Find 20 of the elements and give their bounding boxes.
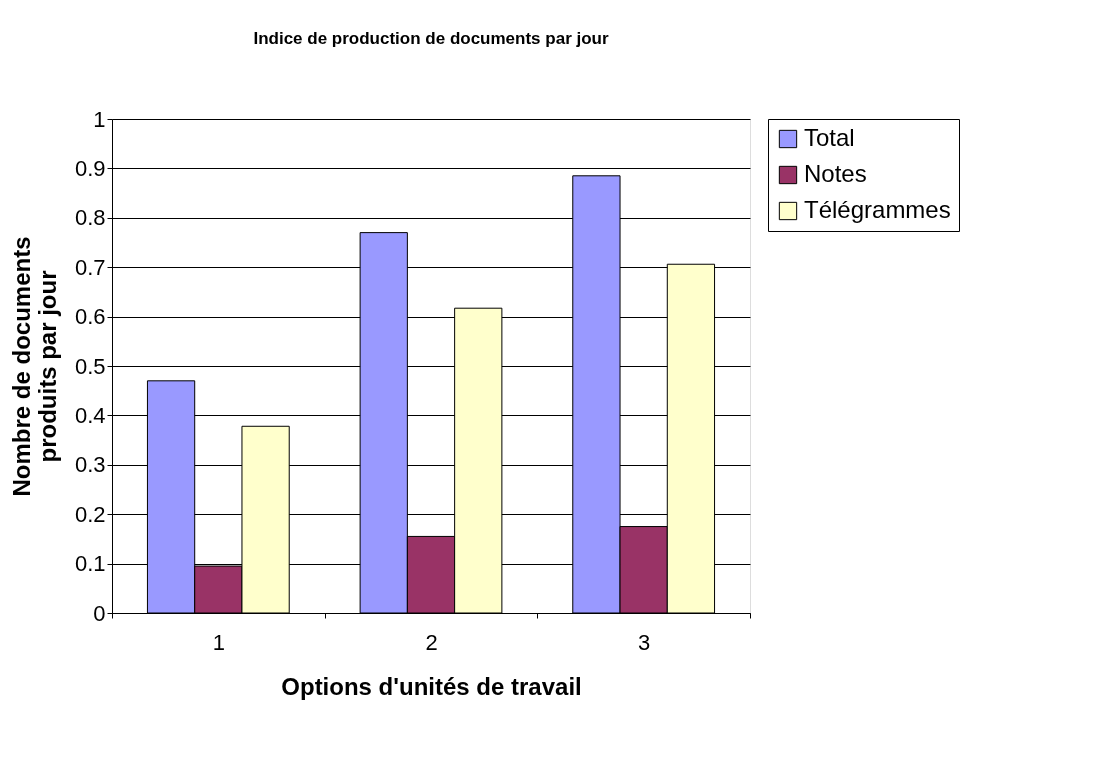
y-tick-label: 0.9 <box>74 155 106 181</box>
x-axis-title: Options d'unités de travail <box>281 672 582 700</box>
chart-title: Indice de production de documents par jour <box>253 29 609 48</box>
y-tick-label: 0.1 <box>74 551 106 577</box>
y-tick-label: 1 <box>93 106 106 132</box>
y-tick-label: 0.6 <box>74 304 106 330</box>
x-tick-label: 3 <box>638 629 651 655</box>
y-tick-label: 0.5 <box>74 353 106 379</box>
x-tick-label: 2 <box>425 629 438 655</box>
y-axis-title: Nombre de documents produits par jour <box>7 236 61 497</box>
y-tick-label: 0.2 <box>74 501 106 527</box>
legend-label: Notes <box>804 160 867 187</box>
y-tick-label: 0.7 <box>74 254 106 280</box>
legend-label: Total <box>804 124 855 151</box>
legend-label: Télégrammes <box>804 196 951 223</box>
y-tick-label: 0 <box>93 600 106 626</box>
y-tick-label: 0.3 <box>74 452 106 478</box>
x-tick-label: 1 <box>212 629 225 655</box>
y-tick-label: 0.4 <box>74 402 106 428</box>
y-tick-label: 0.8 <box>74 205 106 231</box>
